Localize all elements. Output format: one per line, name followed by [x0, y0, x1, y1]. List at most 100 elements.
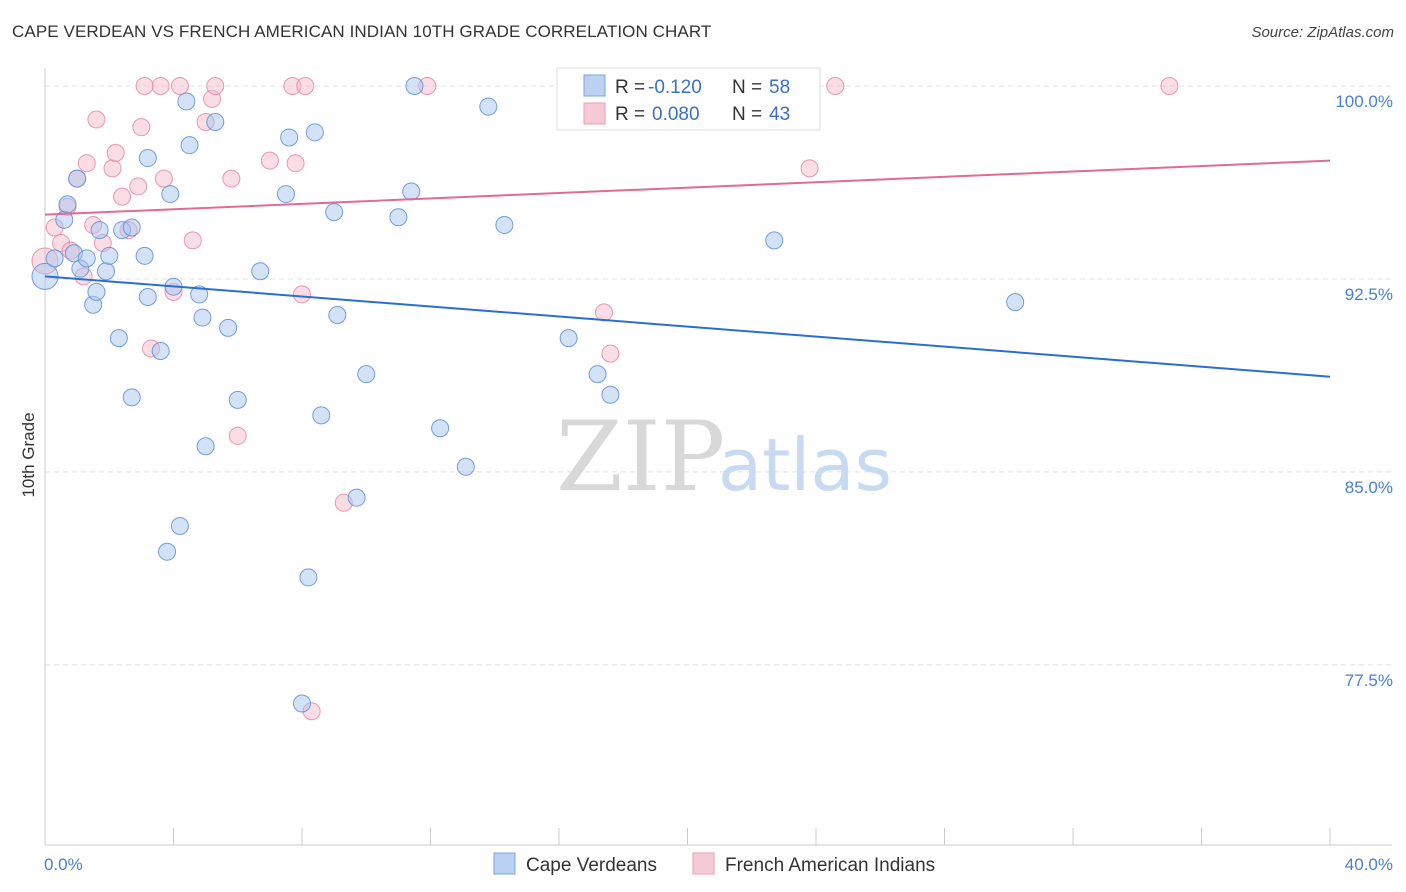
point-french-american-indian	[87, 110, 106, 129]
point-cape-verdean	[305, 123, 324, 142]
point-cape-verdean	[601, 385, 620, 404]
point-french-american-indian	[293, 285, 311, 304]
point-cape-verdean	[347, 488, 366, 507]
point-cape-verdean	[151, 342, 170, 361]
x-tick-label: 0.0%	[44, 855, 83, 874]
point-cape-verdean	[431, 419, 450, 438]
watermark: ZIP atlas	[556, 401, 892, 513]
point-cape-verdean	[293, 694, 311, 713]
trend-lines	[44, 159, 1331, 378]
watermark-atlas: atlas	[718, 423, 892, 507]
point-cape-verdean	[196, 437, 215, 456]
point-cape-verdean	[405, 77, 424, 96]
point-cape-verdean	[180, 136, 199, 155]
point-cape-verdean	[97, 262, 116, 281]
point-french-american-indian	[183, 231, 202, 250]
point-cape-verdean	[479, 97, 498, 116]
point-cape-verdean	[87, 282, 106, 301]
legend-swatch-pink	[583, 102, 606, 125]
grid	[45, 85, 1392, 666]
point-cape-verdean	[100, 246, 119, 265]
point-cape-verdean	[312, 406, 331, 425]
point-french-american-indian	[106, 143, 125, 162]
y-tick-label: 85.0%	[1345, 478, 1393, 497]
watermark-zip: ZIP	[556, 401, 725, 513]
point-cape-verdean	[177, 92, 196, 111]
y-tick-label: 77.5%	[1345, 671, 1393, 690]
bottom-legend-label-french-american-indians: French American Indians	[725, 855, 935, 876]
point-french-american-indian	[132, 118, 151, 137]
point-cape-verdean	[228, 390, 247, 409]
point-cape-verdean	[1006, 293, 1025, 312]
point-french-american-indian	[103, 159, 122, 178]
point-cape-verdean	[122, 388, 141, 407]
tick-labels: 100.0% 92.5% 85.0% 77.5% 0.0% 40.0%	[44, 92, 1393, 874]
y-axis-title: 10th Grade	[19, 412, 38, 497]
point-french-american-indian	[222, 169, 241, 188]
point-cape-verdean	[559, 329, 578, 348]
y-tick-label: 100.0%	[1335, 92, 1393, 111]
bottom-legend-label-cape-verdeans: Cape Verdeans	[526, 855, 657, 876]
point-cape-verdean	[109, 329, 128, 348]
point-french-american-indian	[154, 169, 173, 188]
series-cape-verdeans	[31, 77, 1025, 713]
point-french-american-indian	[260, 151, 279, 170]
bottom-legend-swatch-blue	[493, 852, 516, 875]
point-french-american-indian	[594, 303, 613, 322]
point-cape-verdean	[389, 208, 408, 227]
legend: R = -0.120 N = 58 R = 0.080 N = 43	[556, 67, 821, 131]
point-cape-verdean	[276, 185, 295, 204]
legend-r-value-pink: 0.080	[652, 104, 700, 125]
trend-line-cape-verdeans	[44, 275, 1331, 378]
point-cape-verdean	[765, 231, 784, 250]
legend-n-value-pink: 43	[769, 104, 790, 125]
point-cape-verdean	[299, 568, 318, 587]
point-french-american-indian	[170, 77, 189, 96]
point-cape-verdean	[325, 203, 344, 222]
point-cape-verdean	[495, 215, 514, 234]
legend-n-label-pink: N =	[732, 104, 762, 125]
source-label: Source: ZipAtlas.com	[1251, 24, 1394, 41]
y-tick-label: 92.5%	[1345, 285, 1393, 304]
point-cape-verdean	[219, 318, 238, 337]
point-french-american-indian	[151, 77, 170, 96]
point-french-american-indian	[206, 77, 225, 96]
point-cape-verdean	[328, 305, 347, 324]
point-cape-verdean	[161, 185, 180, 204]
point-cape-verdean	[357, 365, 376, 384]
bottom-legend-swatch-pink	[692, 852, 715, 875]
point-french-american-indian	[800, 159, 819, 178]
point-cape-verdean	[251, 262, 270, 281]
point-french-american-indian	[77, 154, 96, 173]
point-cape-verdean	[45, 249, 64, 268]
point-cape-verdean	[135, 246, 154, 265]
point-cape-verdean	[280, 128, 299, 147]
bottom-legend: Cape Verdeans French American Indians	[493, 852, 935, 876]
point-cape-verdean	[158, 542, 177, 561]
point-cape-verdean	[138, 149, 157, 168]
trend-line-french-american-indians	[44, 159, 1331, 216]
point-cape-verdean	[170, 516, 189, 535]
point-cape-verdean	[90, 221, 109, 240]
legend-swatch-blue	[583, 74, 606, 97]
x-tick-label: 40.0%	[1345, 855, 1393, 874]
point-cape-verdean	[402, 182, 421, 201]
chart-title: CAPE VERDEAN VS FRENCH AMERICAN INDIAN 1…	[12, 22, 712, 41]
point-french-american-indian	[129, 177, 148, 196]
point-cape-verdean	[206, 113, 225, 132]
point-french-american-indian	[228, 426, 247, 445]
point-cape-verdean	[77, 249, 96, 268]
point-french-american-indian	[1160, 77, 1179, 96]
axes	[44, 68, 1392, 846]
point-french-american-indian	[826, 77, 845, 96]
legend-n-value-blue: 58	[769, 77, 790, 98]
point-french-american-indian	[601, 344, 620, 363]
legend-r-label-blue: R =	[615, 77, 645, 98]
legend-r-value-blue: -0.120	[648, 77, 702, 98]
point-french-american-indian	[286, 154, 305, 173]
point-cape-verdean	[588, 365, 607, 384]
point-french-american-indian	[113, 187, 132, 206]
legend-n-label-blue: N =	[732, 77, 762, 98]
point-cape-verdean	[68, 169, 87, 188]
point-cape-verdean	[122, 218, 141, 237]
